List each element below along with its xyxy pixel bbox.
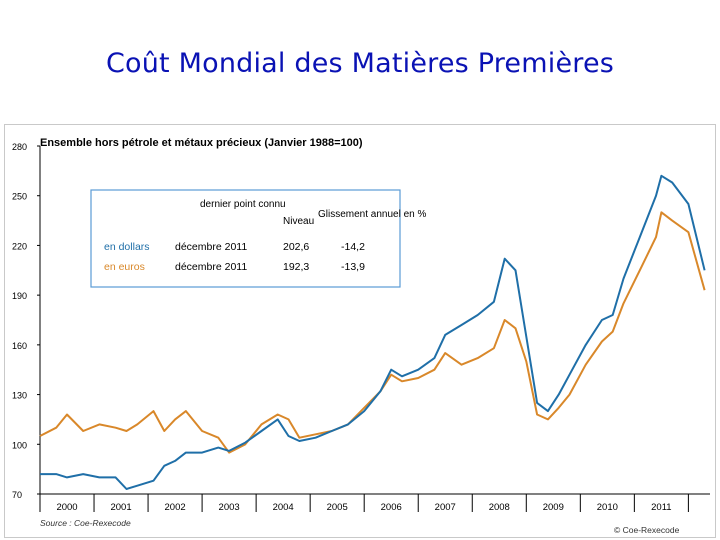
y-ticks: 70 100 130 160 190 220 250 280 bbox=[12, 142, 40, 500]
x-tick-label: 2004 bbox=[273, 502, 294, 513]
inset-legend: dernier point connu Niveau Glissement an… bbox=[90, 189, 427, 288]
y-tick-label: 220 bbox=[12, 241, 27, 251]
chart-source: Source : Coe-Rexecode bbox=[40, 518, 131, 528]
x-tick-label: 2010 bbox=[597, 502, 618, 513]
series-line-en-euros bbox=[39, 211, 706, 454]
inset-row-dollars-date: décembre 2011 bbox=[175, 241, 247, 253]
inset-row-dollars-level: 202,6 bbox=[283, 241, 309, 253]
chart-credit: © Coe-Rexecode bbox=[614, 525, 680, 535]
y-tick-label: 130 bbox=[12, 391, 27, 401]
slide-title: Coût Mondial des Matières Premières bbox=[105, 48, 615, 79]
y-tick-label: 160 bbox=[12, 341, 27, 351]
y-tick-label: 100 bbox=[12, 440, 27, 450]
inset-row-euros-slide: -13,9 bbox=[341, 261, 365, 273]
series-lines bbox=[39, 174, 706, 490]
series-line-en-dollars bbox=[40, 174, 706, 490]
chart-title: Ensemble hors pétrole et métaux précieux… bbox=[40, 137, 363, 149]
x-tick-label: 2011 bbox=[651, 502, 671, 513]
inset-col-slide: Glissement annuel en % bbox=[318, 209, 427, 220]
x-tick-label: 2005 bbox=[327, 502, 348, 513]
y-tick-label: 250 bbox=[12, 192, 27, 202]
inset-col-slide-text: Glissement annuel en % bbox=[318, 209, 427, 220]
y-tick-label: 190 bbox=[12, 291, 27, 301]
x-tick-label: 2006 bbox=[381, 502, 402, 513]
inset-row-euros-label: en euros bbox=[104, 261, 145, 273]
chart-frame bbox=[4, 124, 716, 538]
x-ticks: 2000 2001 2002 2003 2004 2005 2006 2007 2008 2009… bbox=[39, 494, 689, 513]
x-tick-label: 2009 bbox=[543, 502, 564, 513]
inset-row-euros-level: 192,3 bbox=[283, 261, 309, 273]
inset-row-dollars-label: en dollars bbox=[104, 241, 150, 253]
inset-row-euros-date: décembre 2011 bbox=[175, 261, 247, 273]
inset-border bbox=[90, 189, 401, 288]
x-tick-label: 2002 bbox=[165, 502, 186, 513]
inset-row-dollars-slide: -14,2 bbox=[341, 241, 365, 253]
x-tick-label: 2008 bbox=[489, 502, 510, 513]
inset-header: dernier point connu bbox=[200, 199, 286, 210]
x-tick-label: 2007 bbox=[435, 502, 456, 513]
y-tick-label: 280 bbox=[12, 142, 27, 152]
x-tick-label: 2001 bbox=[110, 502, 131, 513]
x-tick-label: 2003 bbox=[219, 502, 240, 513]
x-tick-label: 2000 bbox=[56, 502, 77, 513]
y-tick-label: 70 bbox=[12, 490, 22, 500]
inset-col-level: Niveau bbox=[283, 216, 314, 227]
